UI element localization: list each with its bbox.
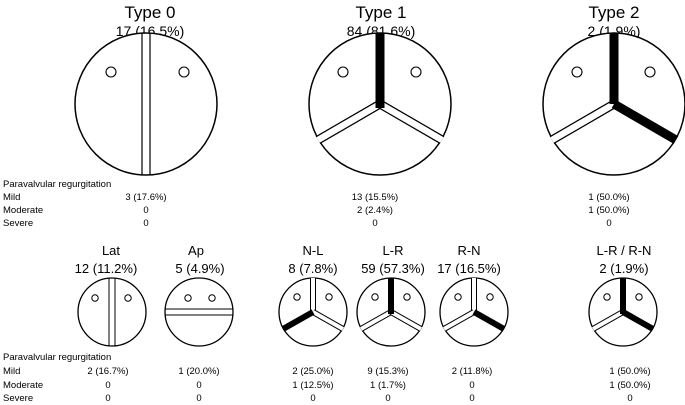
lr-rn-label: L-R / R-N: [597, 243, 652, 258]
type0-severe: 0: [143, 218, 148, 229]
type0-mild: 3 (17.6%): [125, 192, 166, 203]
lr-severe: 0: [385, 393, 390, 404]
lat-severe: 0: [105, 393, 110, 404]
lr-rn-valve-diagram: [588, 277, 658, 347]
type0-valve-diagram: [74, 32, 218, 176]
lr-rn-mild: 1 (50.0%): [609, 366, 650, 377]
top-table-header: Paravalvular regurgitation: [3, 179, 111, 190]
lr-rn-moderate: 1 (50.0%): [609, 380, 650, 391]
lat-count: 12 (11.2%): [75, 261, 138, 276]
rn-count: 17 (16.5%): [437, 261, 501, 276]
rn-valve-diagram: [439, 277, 509, 347]
type2-mild: 1 (50.0%): [588, 192, 629, 203]
top-row-label-moderate: Moderate: [3, 205, 43, 216]
rn-moderate: 0: [469, 380, 474, 391]
type1-severe: 0: [372, 218, 377, 229]
nl-moderate: 1 (12.5%): [292, 380, 333, 391]
ap-severe: 0: [196, 393, 201, 404]
coronary-ostium-left-icon: [371, 293, 379, 301]
rn-severe: 0: [469, 393, 474, 404]
coronary-ostium-right-icon: [486, 293, 494, 301]
lr-count: 59 (57.3%): [361, 261, 425, 276]
type1-valve-diagram: [308, 32, 452, 176]
nl-mild: 2 (25.0%): [292, 366, 333, 377]
coronary-ostium-right-icon: [178, 66, 190, 78]
bottom-row-label-mild: Mild: [3, 366, 20, 377]
coronary-ostium-right-icon: [410, 66, 422, 78]
type2-valve-diagram: [542, 32, 685, 176]
lr-moderate: 1 (1.7%): [370, 380, 406, 391]
ap-count: 5 (4.9%): [175, 261, 224, 276]
ap-moderate: 0: [196, 380, 201, 391]
type2-label: Type 2: [588, 3, 639, 22]
lr-mild: 9 (15.3%): [367, 366, 408, 377]
coronary-ostium-left-icon: [337, 66, 349, 78]
nl-count: 8 (7.8%): [288, 261, 337, 276]
lat-label: Lat: [102, 243, 120, 258]
coronary-ostium-left-icon: [184, 294, 192, 302]
lr-valve-diagram: [356, 277, 426, 347]
lr-rn-severe: 0: [627, 393, 632, 404]
type0-moderate: 0: [143, 205, 148, 216]
rn-label: R-N: [457, 243, 480, 258]
coronary-ostium-right-icon: [644, 66, 656, 78]
coronary-ostium-left-icon: [571, 66, 583, 78]
ap-valve-diagram: [164, 277, 234, 347]
type1-mild: 13 (15.5%): [352, 192, 398, 203]
lat-mild: 2 (16.7%): [87, 366, 128, 377]
type2-moderate: 1 (50.0%): [588, 205, 629, 216]
lr-label: L-R: [383, 243, 404, 258]
lat-moderate: 0: [105, 380, 110, 391]
coronary-ostium-right-icon: [403, 293, 411, 301]
top-row-label-mild: Mild: [3, 192, 20, 203]
bottom-row-label-severe: Severe: [3, 393, 33, 404]
ap-mild: 1 (20.0%): [178, 366, 219, 377]
lat-valve-diagram: [77, 277, 147, 347]
coronary-ostium-left-icon: [454, 293, 462, 301]
ap-label: Ap: [188, 243, 204, 258]
nl-valve-diagram: [278, 277, 348, 347]
coronary-ostium-left-icon: [603, 293, 611, 301]
nl-label: N-L: [303, 243, 324, 258]
coronary-ostium-right-icon: [208, 294, 216, 302]
coronary-ostium-right-icon: [325, 293, 333, 301]
nl-severe: 0: [310, 393, 315, 404]
rn-mild: 2 (11.8%): [452, 366, 492, 377]
bottom-row-label-moderate: Moderate: [3, 380, 43, 391]
type1-label: Type 1: [355, 3, 406, 22]
bottom-table-header: Paravalvular regurgitation: [3, 352, 111, 363]
type1-moderate: 2 (2.4%): [357, 205, 393, 216]
lr-rn-count: 2 (1.9%): [599, 261, 648, 276]
coronary-ostium-right-icon: [124, 294, 132, 302]
coronary-ostium-right-icon: [635, 293, 643, 301]
coronary-ostium-left-icon: [293, 293, 301, 301]
coronary-ostium-left-icon: [105, 66, 117, 78]
coronary-ostium-left-icon: [91, 294, 99, 302]
type0-label: Type 0: [124, 3, 175, 22]
top-row-label-severe: Severe: [3, 218, 33, 229]
type2-severe: 0: [606, 218, 611, 229]
